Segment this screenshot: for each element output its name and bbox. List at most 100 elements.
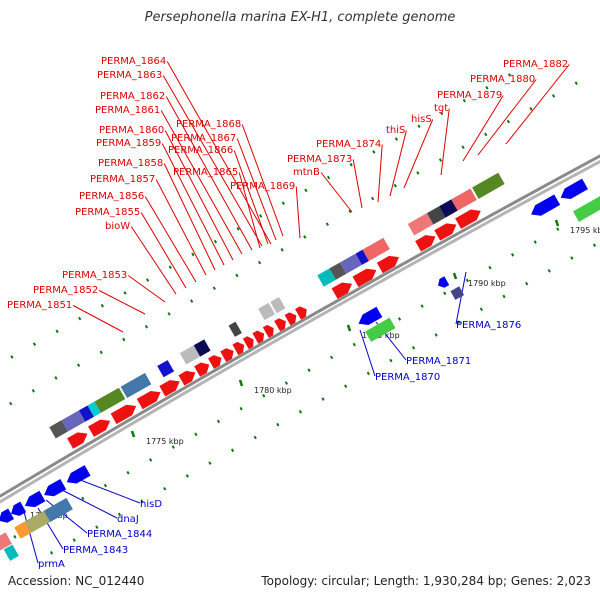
reverse-gene-arrow [24, 490, 46, 508]
scale-dot [284, 381, 288, 385]
gene-label-reverse: hisD [140, 499, 162, 510]
function-color-box [145, 365, 164, 385]
scale-dot [13, 535, 17, 539]
forward-gene-arrow [110, 404, 137, 425]
gene-label-forward: PERMA_1869 [230, 181, 295, 192]
function-color-box [24, 510, 51, 533]
scale-dot [389, 358, 393, 363]
scale-dot [185, 474, 189, 478]
gene-label-forward: PERMA_1879 [437, 90, 502, 101]
forward-gene-arrow [284, 312, 297, 326]
scale-dot [479, 307, 483, 312]
gene-label-reverse: PERMA_1876 [456, 320, 521, 331]
forward-gene-arrow [194, 362, 210, 377]
gene-label-reverse: prmA [38, 559, 65, 570]
gene-label-reverse: PERMA_1870 [375, 372, 440, 383]
leader-line [389, 130, 407, 197]
forward-gene-arrow [352, 268, 377, 288]
scale-dot [145, 278, 150, 282]
leader-line [144, 196, 197, 283]
gene-label-forward: mtnB [293, 167, 320, 178]
scale-dot [570, 256, 574, 260]
gene-label-forward: PERMA_1867 [171, 133, 236, 144]
scale-dot [55, 329, 59, 334]
gene-label-forward: PERMA_1858 [98, 158, 163, 169]
scale-dot [191, 252, 195, 257]
scale-dot [10, 355, 14, 359]
scale-dot [259, 214, 263, 218]
scale-dot [510, 253, 515, 257]
function-color-box [258, 302, 275, 321]
function-color-box [339, 253, 362, 274]
scale-dot [276, 422, 280, 427]
labels-group: PERMA_1864 PERMA_1863 PERMA_1862 PERMA_1861… [7, 56, 568, 570]
gene-label-forward: PERMA_1865 [173, 167, 238, 178]
scale-dot [235, 273, 239, 278]
leader-line [241, 124, 284, 237]
scale-dot [253, 435, 257, 440]
scale-dot [280, 247, 284, 252]
forward-gene-arrow [88, 419, 111, 437]
forward-gene-arrow [220, 348, 234, 362]
scale-dot [525, 281, 529, 286]
scale-dot [551, 94, 556, 98]
leader-line [233, 150, 269, 245]
gene-label-reverse: dnaJ [117, 514, 139, 525]
scale-dot [257, 260, 262, 265]
scale-dot [171, 445, 175, 449]
gene-label-forward: PERMA_1874 [316, 139, 381, 150]
leader-line [162, 75, 263, 247]
scale-dot [213, 239, 218, 244]
genes-group [0, 172, 600, 561]
gene-label-forward: PERMA_1880 [470, 74, 535, 85]
reverse-gene-arrow [11, 501, 27, 516]
gene-label-reverse: PERMA_1844 [87, 529, 152, 540]
scale-dot [484, 132, 488, 137]
gene-label-forward: bioW [105, 221, 130, 232]
leader-line [166, 61, 272, 245]
forward-gene-arrow [208, 355, 222, 369]
scale-dot [420, 304, 424, 308]
gene-label-forward: PERMA_1859 [96, 138, 161, 149]
forward-gene-arrow [232, 341, 245, 356]
scale-dot [344, 384, 348, 389]
scale-dot [417, 124, 421, 129]
function-color-box [355, 249, 369, 265]
function-color-box [407, 213, 434, 236]
major-tick [452, 272, 458, 280]
function-color-box [3, 544, 19, 561]
forward-gene-arrow [376, 255, 399, 274]
scale-dot [440, 111, 444, 116]
leader-line [161, 143, 225, 266]
scale-dot [304, 188, 308, 193]
function-color-box [270, 296, 286, 314]
leader-line [163, 163, 216, 271]
scale-dot [163, 486, 167, 491]
scale-dot [397, 317, 402, 321]
map-title: Persephonella marina EX-H1, complete gen… [144, 10, 456, 25]
scale-dot [76, 363, 81, 367]
reverse-gene-arrow [44, 478, 67, 497]
leader-line [164, 130, 234, 261]
scale-dot [72, 538, 76, 542]
function-color-box [193, 339, 211, 357]
scale-dot [212, 286, 216, 291]
scale-dot [349, 162, 353, 167]
scale-dot [168, 265, 172, 270]
leader-line [45, 499, 88, 534]
tick-label: 1780 kbp [254, 386, 292, 395]
scale-dot [461, 145, 465, 150]
gene-label-reverse: PERMA_1871 [406, 356, 471, 367]
function-color-box [451, 188, 477, 211]
backbone-group [0, 154, 600, 504]
function-color-box [61, 410, 86, 432]
scale-dot [190, 299, 194, 303]
forward-gene-arrow [415, 235, 436, 252]
function-color-box [450, 286, 465, 300]
leader-line [440, 108, 450, 176]
function-color-box [157, 360, 175, 378]
gene-label-forward: PERMA_1855 [75, 207, 140, 218]
scale-dot [416, 171, 420, 175]
scale-dot [438, 158, 443, 162]
